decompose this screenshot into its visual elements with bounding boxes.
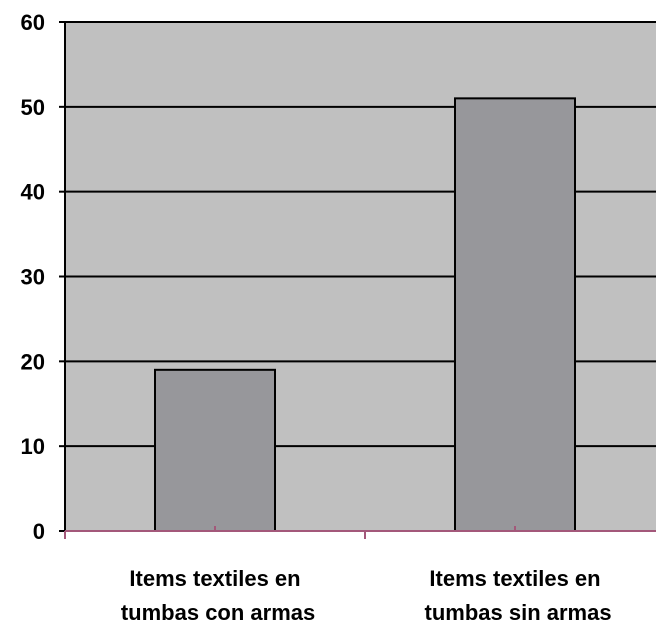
y-tick-label: 20: [21, 349, 45, 374]
y-tick-label: 10: [21, 434, 45, 459]
x-tick-label: Items textiles en tumbas con armas: [115, 566, 316, 623]
y-tick-label: 40: [21, 180, 45, 205]
y-tick-label: 0: [33, 519, 45, 544]
y-tick-label: 30: [21, 265, 45, 290]
x-tick-label: Items textiles en tumbas sin armas: [418, 566, 611, 623]
bar: [454, 97, 576, 532]
y-tick-label: 60: [21, 10, 45, 35]
y-tick-label: 50: [21, 95, 45, 120]
bar: [154, 368, 276, 533]
